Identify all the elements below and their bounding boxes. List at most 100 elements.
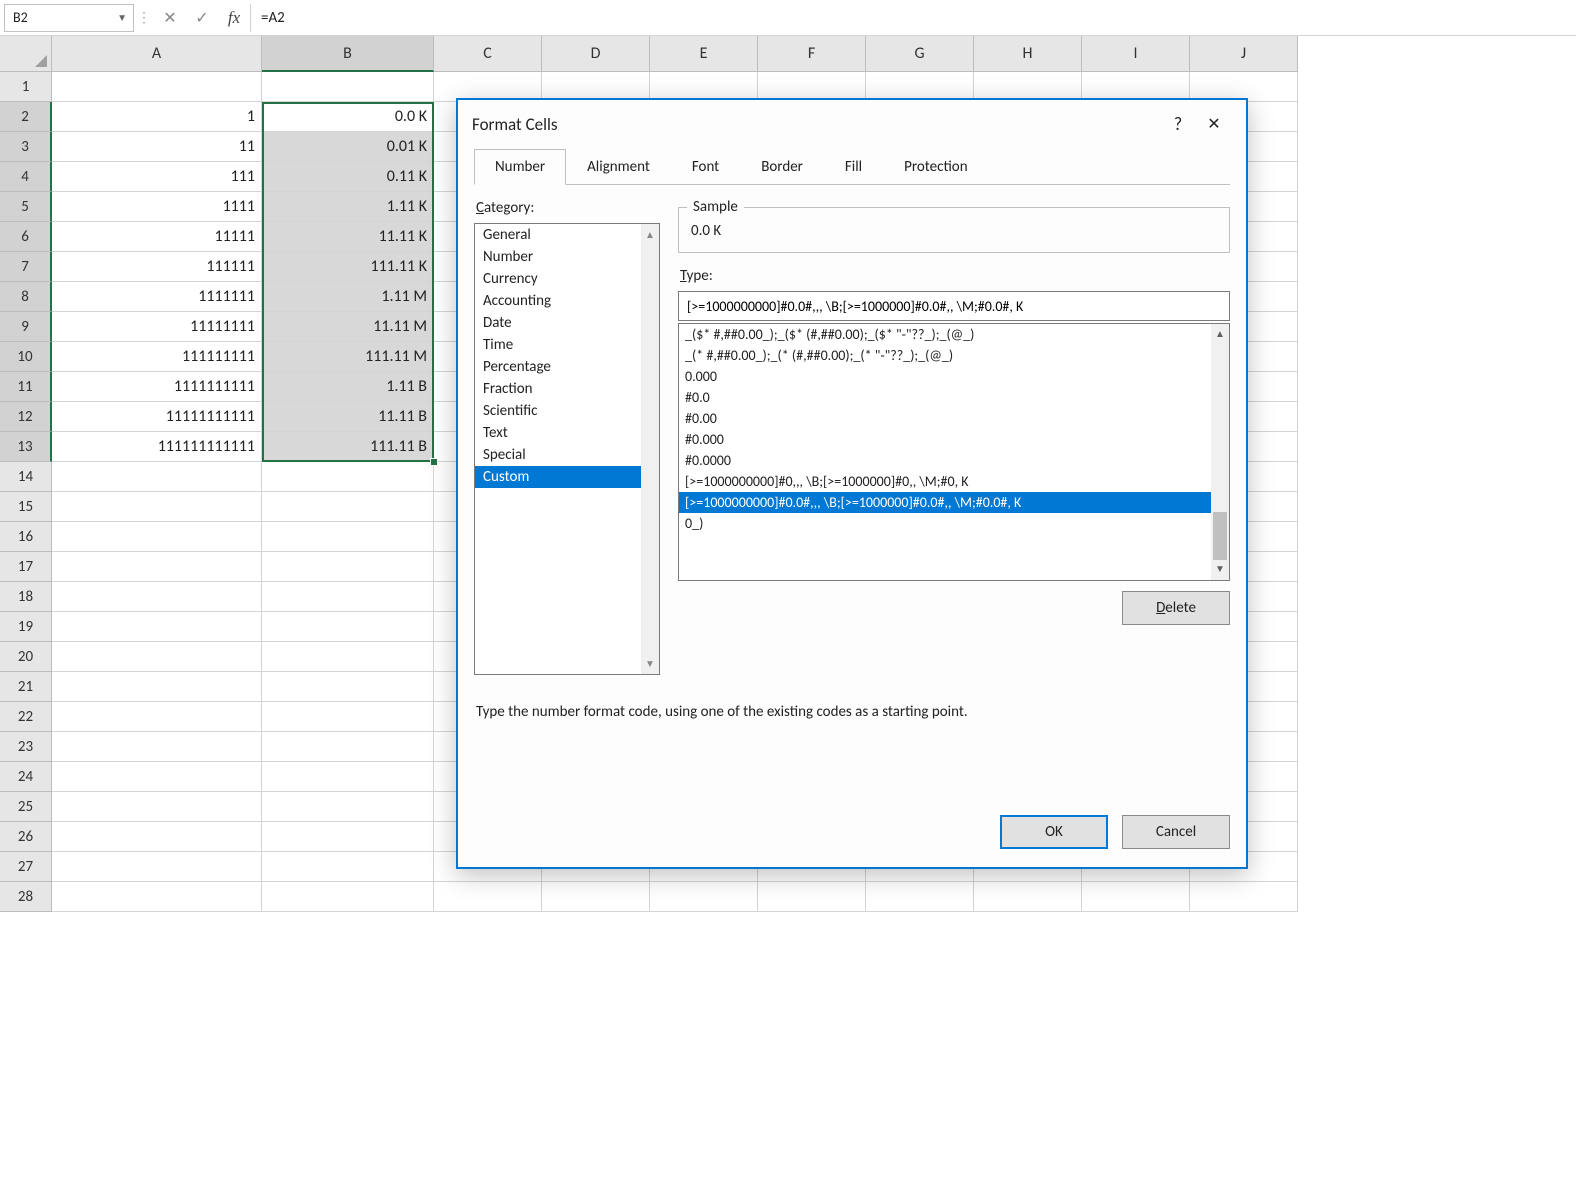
cell-B18[interactable] <box>262 582 434 612</box>
cell-A5[interactable]: 1111 <box>52 192 262 222</box>
category-item[interactable]: Percentage <box>475 356 659 378</box>
cell-A25[interactable] <box>52 792 262 822</box>
cell-A22[interactable] <box>52 702 262 732</box>
category-item[interactable]: Special <box>475 444 659 466</box>
row-header[interactable]: 2 <box>0 102 52 132</box>
category-item[interactable]: Custom <box>475 466 659 488</box>
insert-function-button[interactable]: fx <box>218 4 250 32</box>
row-header[interactable]: 9 <box>0 312 52 342</box>
cell-B9[interactable]: 11.11 M <box>262 312 434 342</box>
cell-B11[interactable]: 1.11 B <box>262 372 434 402</box>
cell-B4[interactable]: 0.11 K <box>262 162 434 192</box>
cell-B26[interactable] <box>262 822 434 852</box>
cell-A9[interactable]: 11111111 <box>52 312 262 342</box>
cell-B6[interactable]: 11.11 K <box>262 222 434 252</box>
cell-A10[interactable]: 111111111 <box>52 342 262 372</box>
category-item[interactable]: Number <box>475 246 659 268</box>
cell-B27[interactable] <box>262 852 434 882</box>
type-preset-item[interactable]: _(* #,##0.00_);_(* (#,##0.00);_(* "-"??_… <box>679 345 1229 366</box>
scrollbar[interactable]: ▲ ▼ <box>1211 324 1229 580</box>
row-header[interactable]: 14 <box>0 462 52 492</box>
cell-A6[interactable]: 11111 <box>52 222 262 252</box>
cancel-button[interactable]: Cancel <box>1122 815 1230 849</box>
type-preset-item[interactable]: #0.0000 <box>679 450 1229 471</box>
cell-B23[interactable] <box>262 732 434 762</box>
enter-formula-button[interactable]: ✓ <box>186 4 218 32</box>
cancel-formula-button[interactable]: ✕ <box>154 4 186 32</box>
tab-border[interactable]: Border <box>740 149 824 185</box>
cell-J28[interactable] <box>1190 882 1298 912</box>
type-preset-item[interactable]: [>=1000000000]#0.0#,,, \B;[>=1000000]#0.… <box>679 492 1229 513</box>
chevron-down-icon[interactable]: ▼ <box>117 11 127 24</box>
row-header[interactable]: 7 <box>0 252 52 282</box>
row-header[interactable]: 18 <box>0 582 52 612</box>
column-header-E[interactable]: E <box>650 36 758 72</box>
category-item[interactable]: Date <box>475 312 659 334</box>
cell-B13[interactable]: 111.11 B <box>262 432 434 462</box>
cell-A3[interactable]: 11 <box>52 132 262 162</box>
cell-A4[interactable]: 111 <box>52 162 262 192</box>
tab-alignment[interactable]: Alignment <box>566 149 671 185</box>
cell-A11[interactable]: 1111111111 <box>52 372 262 402</box>
cell-F28[interactable] <box>758 882 866 912</box>
scrollbar[interactable]: ▲ ▼ <box>641 224 659 674</box>
cell-B16[interactable] <box>262 522 434 552</box>
cell-A20[interactable] <box>52 642 262 672</box>
row-header[interactable]: 5 <box>0 192 52 222</box>
cell-B22[interactable] <box>262 702 434 732</box>
cell-B14[interactable] <box>262 462 434 492</box>
row-header[interactable]: 4 <box>0 162 52 192</box>
category-item[interactable]: Accounting <box>475 290 659 312</box>
row-header[interactable]: 8 <box>0 282 52 312</box>
category-listbox[interactable]: GeneralNumberCurrencyAccountingDateTimeP… <box>474 223 660 675</box>
column-header-B[interactable]: B <box>262 36 434 72</box>
cell-E28[interactable] <box>650 882 758 912</box>
row-header[interactable]: 1 <box>0 72 52 102</box>
column-header-C[interactable]: C <box>434 36 542 72</box>
row-header[interactable]: 15 <box>0 492 52 522</box>
cell-D28[interactable] <box>542 882 650 912</box>
cell-A21[interactable] <box>52 672 262 702</box>
cell-A1[interactable] <box>52 72 262 102</box>
close-button[interactable]: ✕ <box>1196 114 1232 134</box>
scroll-down-icon[interactable]: ▼ <box>1215 559 1225 578</box>
cell-B10[interactable]: 111.11 M <box>262 342 434 372</box>
row-header[interactable]: 10 <box>0 342 52 372</box>
cell-B15[interactable] <box>262 492 434 522</box>
type-preset-item[interactable]: 0_) <box>679 513 1229 534</box>
type-preset-item[interactable]: #0.0 <box>679 387 1229 408</box>
cell-B2[interactable]: 0.0 K <box>262 102 434 132</box>
cell-B24[interactable] <box>262 762 434 792</box>
cell-B7[interactable]: 111.11 K <box>262 252 434 282</box>
row-header[interactable]: 11 <box>0 372 52 402</box>
row-header[interactable]: 26 <box>0 822 52 852</box>
cell-B21[interactable] <box>262 672 434 702</box>
category-item[interactable]: Currency <box>475 268 659 290</box>
cell-B25[interactable] <box>262 792 434 822</box>
row-header[interactable]: 19 <box>0 612 52 642</box>
cell-A18[interactable] <box>52 582 262 612</box>
cell-A15[interactable] <box>52 492 262 522</box>
cell-A27[interactable] <box>52 852 262 882</box>
row-header[interactable]: 12 <box>0 402 52 432</box>
row-header[interactable]: 6 <box>0 222 52 252</box>
scroll-up-icon[interactable]: ▲ <box>1215 324 1225 343</box>
cell-A12[interactable]: 11111111111 <box>52 402 262 432</box>
column-header-I[interactable]: I <box>1082 36 1190 72</box>
type-preset-item[interactable]: #0.00 <box>679 408 1229 429</box>
column-header-J[interactable]: J <box>1190 36 1298 72</box>
cell-A13[interactable]: 111111111111 <box>52 432 262 462</box>
cell-G28[interactable] <box>866 882 974 912</box>
column-header-F[interactable]: F <box>758 36 866 72</box>
ok-button[interactable]: OK <box>1000 815 1108 849</box>
category-item[interactable]: Text <box>475 422 659 444</box>
cell-A19[interactable] <box>52 612 262 642</box>
row-header[interactable]: 20 <box>0 642 52 672</box>
cell-B3[interactable]: 0.01 K <box>262 132 434 162</box>
cell-A14[interactable] <box>52 462 262 492</box>
name-box[interactable]: B2 ▼ <box>4 4 134 32</box>
type-preset-item[interactable]: [>=1000000000]#0,,, \B;[>=1000000]#0,, \… <box>679 471 1229 492</box>
delete-button[interactable]: Delete <box>1122 591 1230 625</box>
selection-handle[interactable] <box>430 458 438 466</box>
cell-A28[interactable] <box>52 882 262 912</box>
